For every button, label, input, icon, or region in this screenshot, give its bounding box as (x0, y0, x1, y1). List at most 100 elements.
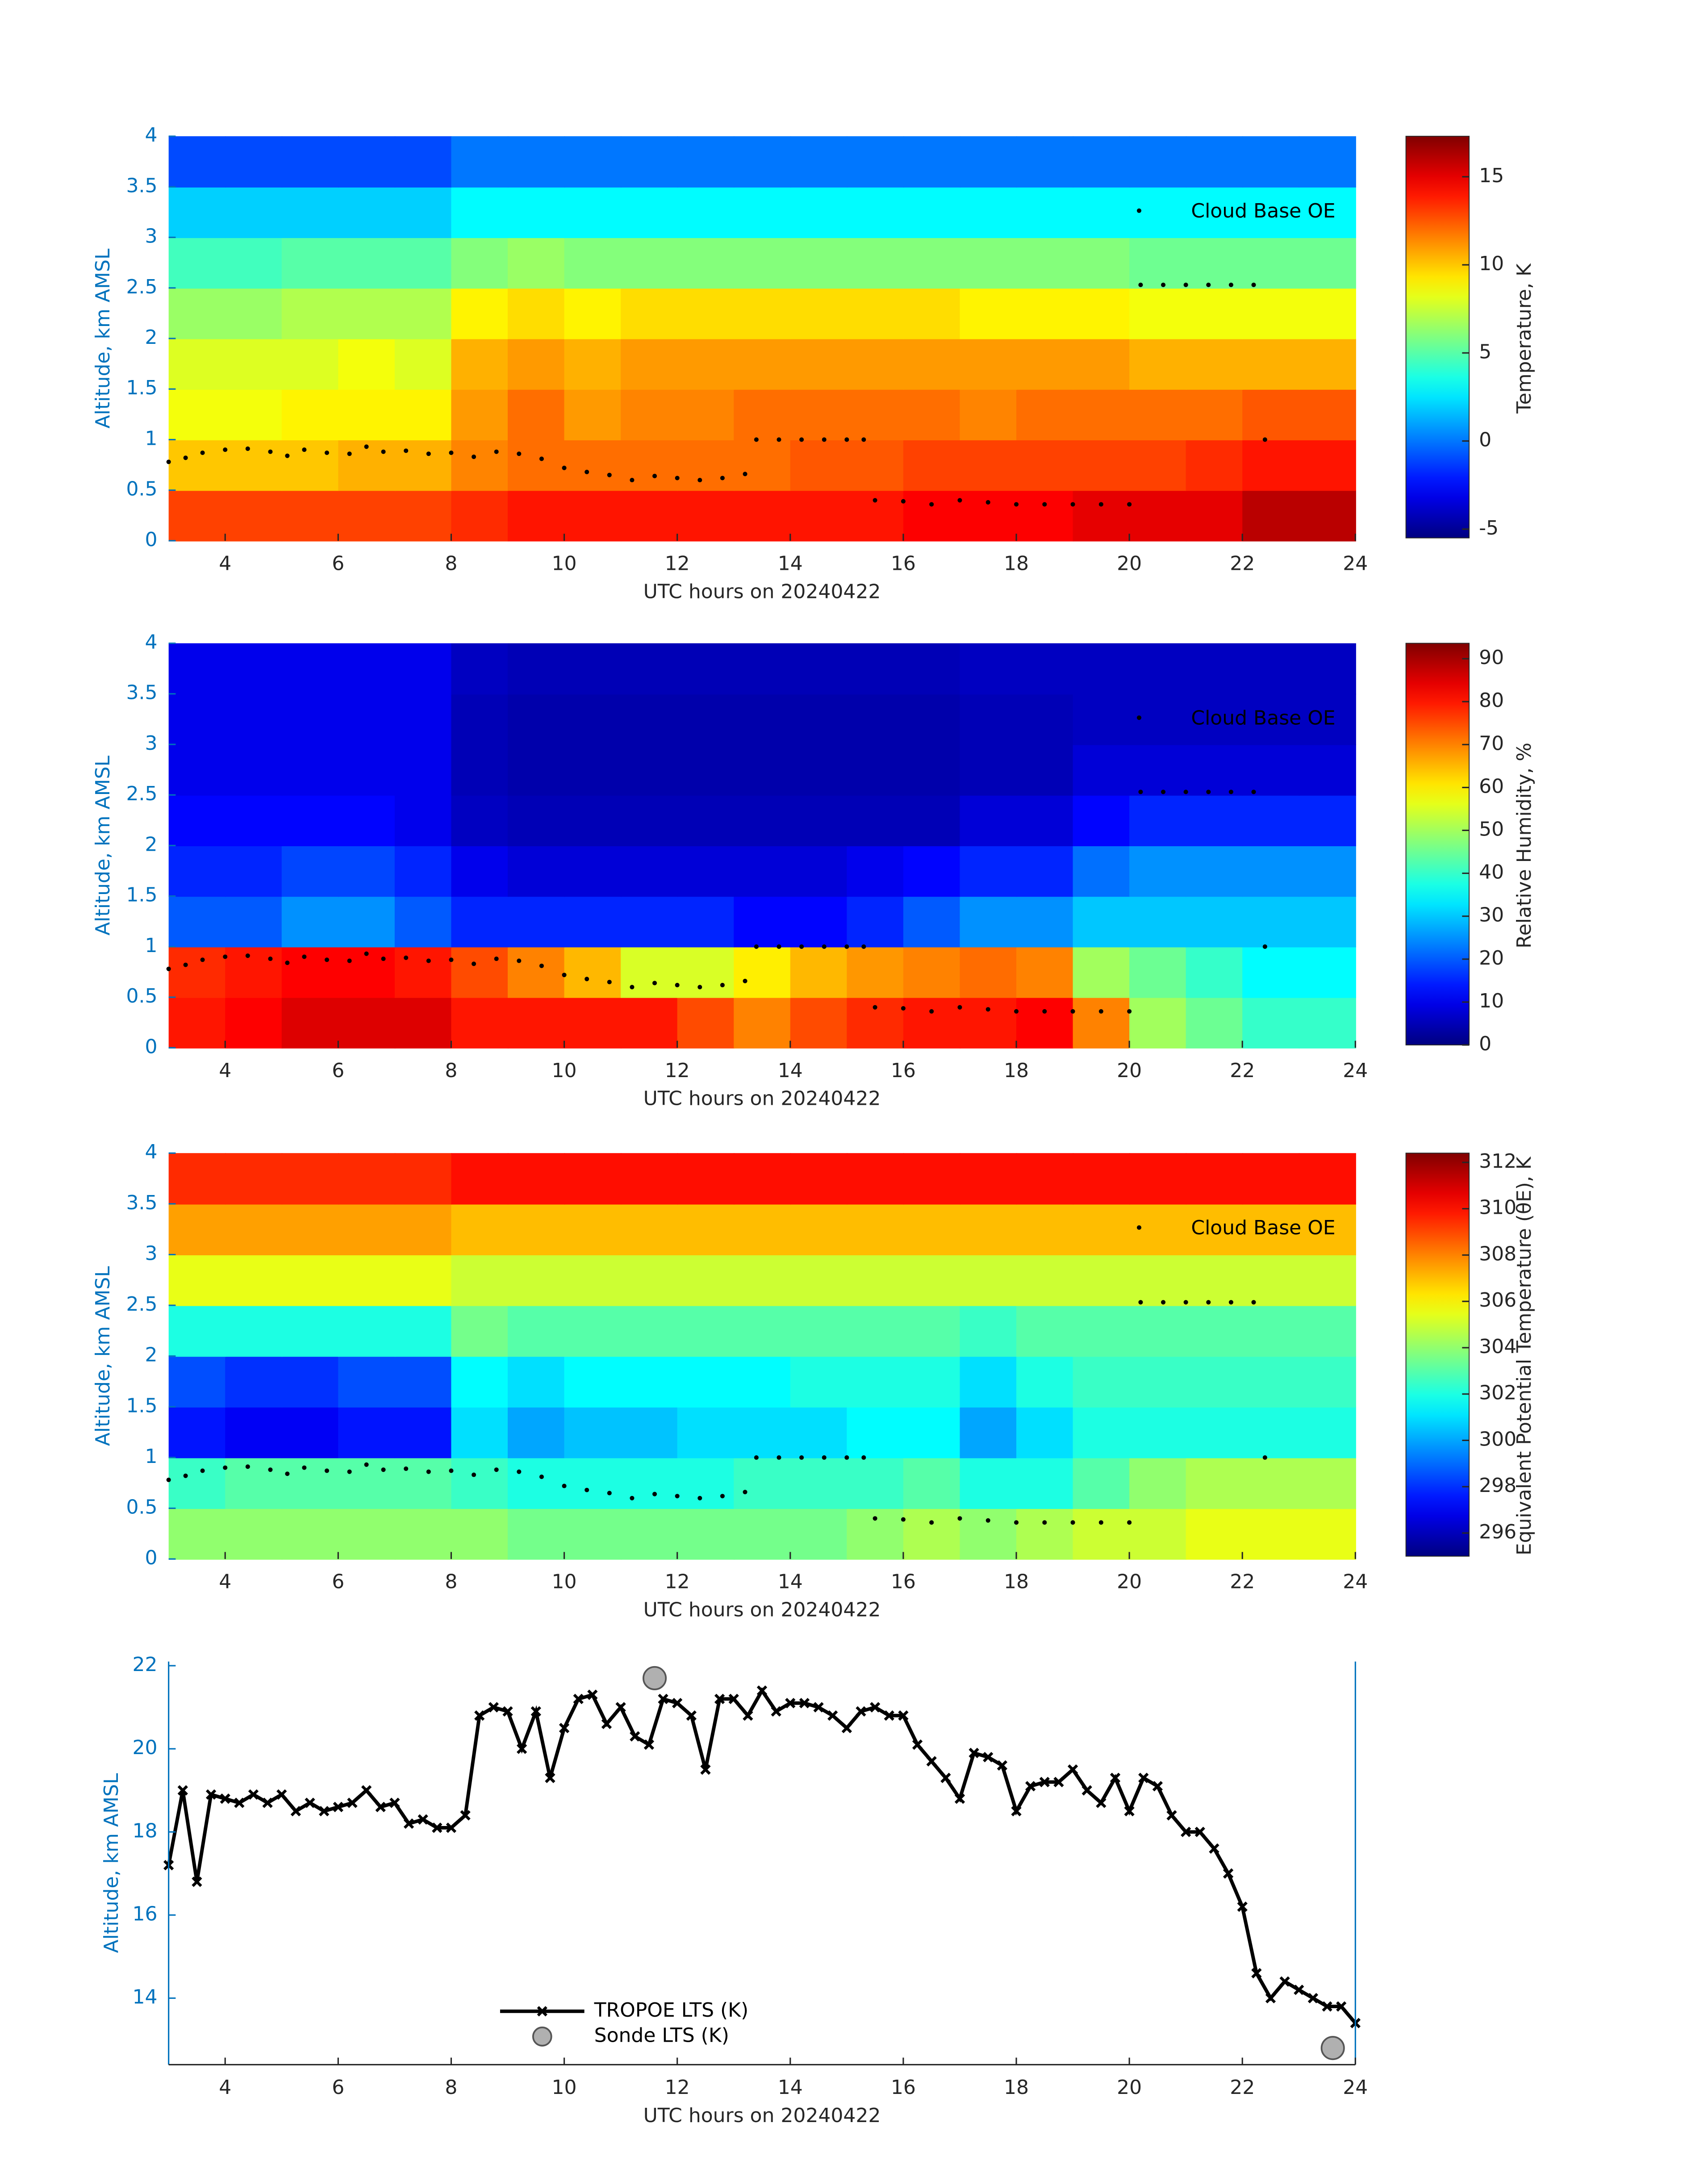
heat-cell (1299, 389, 1356, 441)
lts-marker (516, 1743, 527, 1754)
heat-cell (281, 338, 339, 390)
heat-cell (168, 1356, 226, 1408)
colorbar-tick-label: 306 (1479, 1289, 1516, 1312)
heat-cell (847, 795, 904, 846)
heat-cell (1186, 946, 1243, 998)
colorbar-tick-label: 0 (1479, 1032, 1491, 1055)
lts-marker (1110, 1772, 1121, 1783)
heat-cell (1242, 1153, 1300, 1205)
cloud-base-point (720, 476, 725, 481)
x-tick-label: 4 (219, 2076, 231, 2099)
x-axis-label: UTC hours on 20240422 (643, 2104, 881, 2127)
heat-cell (225, 694, 283, 745)
heat-cell (621, 1254, 678, 1306)
heat-cell (1016, 439, 1074, 491)
heat-cell (847, 338, 904, 390)
colorbar-tick-label: 90 (1479, 646, 1504, 669)
legend-label: Cloud Base OE (1191, 200, 1335, 222)
heat-cell (451, 1356, 509, 1408)
heat-cell (1242, 643, 1300, 695)
heat-cell (1299, 338, 1356, 390)
x-tick-label: 6 (332, 2076, 344, 2099)
colorbar-tick-label: 10 (1479, 252, 1504, 275)
lts-marker (743, 1710, 753, 1721)
cloud-base-point (223, 954, 228, 959)
cloud-base-point (1014, 1520, 1019, 1525)
heat-cell (507, 896, 565, 948)
y-tick-label: 2.5 (126, 782, 158, 805)
colorbar-tick-label: 296 (1479, 1521, 1516, 1543)
heat-cell (564, 1203, 622, 1255)
heat-cell (677, 187, 735, 238)
lts-marker (1194, 1826, 1205, 1837)
cloud-base-point (223, 1465, 228, 1470)
legend-marker (537, 2006, 547, 2017)
heat-cell (507, 845, 565, 897)
heat-cell (564, 1356, 622, 1408)
y-axis-label: Altitude, km AMSL (100, 1773, 123, 1953)
lts-marker (615, 1702, 626, 1713)
lts-marker (192, 1876, 202, 1887)
heat-cell (338, 1508, 396, 1560)
heat-cell (621, 237, 678, 289)
lts-marker (488, 1702, 499, 1713)
lts-marker (290, 1806, 301, 1817)
x-tick-label: 22 (1230, 1059, 1255, 1082)
cloud-base-point (1014, 502, 1019, 507)
cloud-base-point (585, 1488, 589, 1492)
lts-marker (1307, 1993, 1319, 2004)
heat-cell (564, 946, 622, 998)
lts-marker (234, 1797, 245, 1808)
x-tick-label: 10 (552, 2076, 577, 2099)
cloud-base-point (929, 502, 934, 507)
cloud-base-point (743, 978, 748, 983)
heat-cell (847, 845, 904, 897)
x-tick-label: 8 (445, 552, 457, 575)
cloud-base-point (1161, 790, 1166, 794)
heat-cell (507, 1203, 565, 1255)
colorbar-tick-label: 70 (1479, 732, 1504, 755)
colorbar-tick-label: 304 (1479, 1335, 1516, 1358)
y-tick-label: 1 (145, 1445, 157, 1468)
heat-cell (168, 643, 226, 695)
x-tick-label: 10 (552, 1571, 577, 1593)
cloud-base-point (873, 1516, 877, 1521)
lts-marker (502, 1706, 513, 1717)
panel: Cloud Base OE0102030405060708090Relative… (92, 631, 1536, 1110)
heat-cell (960, 338, 1017, 390)
cloud-base-point (799, 944, 804, 949)
lts-marker (1152, 1781, 1163, 1792)
x-tick-label: 18 (1004, 2076, 1029, 2099)
heat-cell (564, 439, 622, 491)
heat-cell (281, 946, 339, 998)
heat-cell (507, 946, 565, 998)
heat-cell (1242, 845, 1300, 897)
cloud-base-point (449, 957, 454, 962)
cloud-base-point (630, 1496, 635, 1500)
y-tick-label: 3 (145, 1242, 157, 1265)
heat-cell (451, 1457, 509, 1509)
lts-marker (785, 1698, 796, 1709)
x-tick-label: 8 (445, 2076, 457, 2099)
heat-cell (338, 1305, 396, 1357)
heat-cell (847, 744, 904, 796)
heat-cell (1073, 694, 1130, 745)
heat-cell (281, 288, 339, 339)
lts-marker (827, 1710, 838, 1721)
heat-cell (677, 389, 735, 441)
x-tick-label: 16 (891, 552, 916, 575)
cloud-base-point (1161, 282, 1166, 287)
lts-marker (728, 1693, 739, 1705)
heat-cell (847, 997, 904, 1049)
lts-marker (898, 1710, 909, 1721)
heat-cell (1299, 997, 1356, 1049)
heat-cell (790, 896, 848, 948)
lts-marker (1237, 1901, 1248, 1912)
lts-marker (1322, 2001, 1332, 2012)
x-tick-label: 24 (1343, 2076, 1368, 2099)
heat-cell (960, 997, 1017, 1049)
heat-cell (1073, 1457, 1130, 1509)
cloud-base-point (426, 958, 431, 963)
